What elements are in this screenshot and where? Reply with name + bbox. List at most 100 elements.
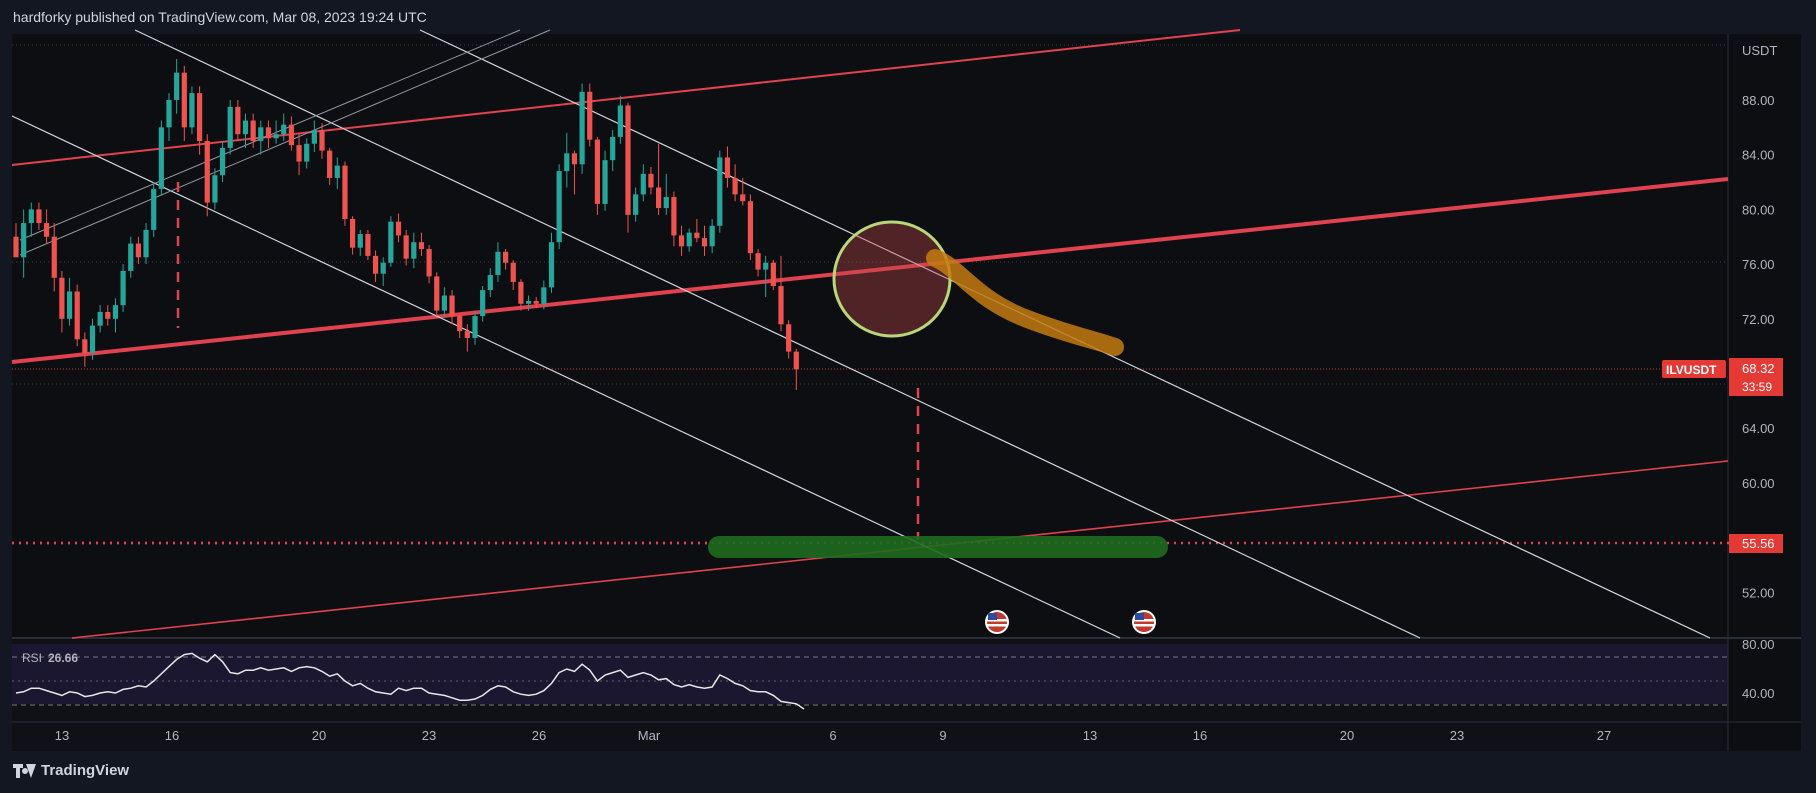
candle-body <box>372 255 379 274</box>
candle-body <box>204 141 210 203</box>
rsi-tick-label: 40.00 <box>1742 686 1775 701</box>
candle-body <box>503 251 509 263</box>
candle-body <box>594 139 600 204</box>
candle-body <box>793 351 799 370</box>
candle-body <box>426 249 432 277</box>
candle-body <box>457 316 463 332</box>
time-tick-label: 6 <box>829 728 836 743</box>
candle-body <box>633 194 639 215</box>
rsi-value: 26.66 <box>48 651 78 665</box>
candle-body <box>212 175 218 203</box>
us-flag-icon <box>1132 610 1156 634</box>
candle-body <box>342 165 348 219</box>
candle-body <box>181 72 187 128</box>
last-price-tag <box>1729 358 1783 396</box>
candle-body <box>441 295 447 311</box>
fan-line-2 <box>19 29 551 256</box>
candle-body <box>464 331 470 338</box>
price-tick-label: 72.00 <box>1742 312 1775 327</box>
candle-body <box>770 262 776 286</box>
time-tick-label: 27 <box>1597 728 1611 743</box>
price-tick-label: 64.00 <box>1742 421 1775 436</box>
candle-body <box>105 311 111 319</box>
candle-body <box>579 91 585 165</box>
currency-label: USDT <box>1742 43 1777 58</box>
price-tick-label: 60.00 <box>1742 476 1775 491</box>
tradingview-logo[interactable]: TradingView <box>13 762 129 779</box>
candle-body <box>143 229 149 258</box>
candle-body <box>510 262 516 282</box>
candle-body <box>350 218 356 248</box>
candle-body <box>13 236 19 258</box>
time-tick-label: 23 <box>1450 728 1464 743</box>
publish-info: hardforky published on TradingView.com, … <box>13 9 427 25</box>
candle-body <box>227 106 233 148</box>
projected-path <box>926 249 1124 356</box>
candle-body <box>59 277 65 319</box>
candle-body <box>250 120 256 142</box>
time-tick-label: 9 <box>939 728 946 743</box>
candle-body <box>128 243 134 271</box>
price-tick-label: 88.00 <box>1742 93 1775 108</box>
candle-body <box>525 301 532 304</box>
breakout-circle <box>832 220 952 338</box>
footer: TradingView <box>0 752 1816 793</box>
candle-body <box>602 160 608 204</box>
candle-body <box>640 173 646 195</box>
candle-body <box>51 236 57 278</box>
candle-body <box>296 145 302 162</box>
candle-body <box>571 153 578 165</box>
candle-body <box>694 232 700 239</box>
candle-body <box>487 275 493 291</box>
candle-body <box>786 324 792 352</box>
axes: 88.00 84.00 80.00 76.00 72.00 64.00 60.00 52.00… <box>55 43 1778 743</box>
candle-body <box>44 223 50 237</box>
tradingview-brand: TradingView <box>41 762 130 779</box>
candle-body <box>587 91 593 140</box>
candle-body <box>518 281 524 304</box>
candle-body <box>197 93 203 142</box>
candle-body <box>395 221 402 236</box>
time-tick-label: 13 <box>55 728 69 743</box>
rsi-pane: RSI 26.66 80.00 40.00 <box>12 637 1775 710</box>
candle-body <box>36 209 42 224</box>
candle-body <box>556 171 562 243</box>
candle-body <box>709 225 715 247</box>
time-tick-label: 20 <box>312 728 326 743</box>
target-zone <box>708 536 1168 558</box>
candle-body <box>112 305 119 319</box>
candle-body <box>763 262 769 270</box>
candle-body <box>449 295 455 317</box>
candle-body <box>617 105 623 137</box>
symbol-tag-label: ILVUSDT <box>1666 363 1717 377</box>
channel-line-upper <box>134 29 1421 639</box>
candle-body <box>74 291 80 340</box>
rsi-line <box>15 652 805 710</box>
candle-body <box>747 201 753 254</box>
candle-body <box>273 134 279 139</box>
candle-body <box>357 234 363 248</box>
candle-body <box>648 173 654 188</box>
upper-red-trendline <box>11 29 1241 166</box>
publish-header: hardforky published on TradingView.com, … <box>0 0 1816 34</box>
candle-body <box>288 124 294 146</box>
candle-body <box>434 276 440 311</box>
candles <box>13 58 799 390</box>
price-tick-label: 52.00 <box>1742 585 1775 600</box>
target-price-value: 55.56 <box>1742 536 1775 551</box>
candle-body <box>717 157 723 226</box>
candle-body <box>564 153 570 172</box>
time-tick-label: 26 <box>532 728 546 743</box>
candle-body <box>235 106 241 135</box>
candle-body <box>219 147 226 176</box>
target-price-tag <box>1729 534 1783 553</box>
rsi-label: RSI <box>22 651 42 665</box>
candle-body <box>480 290 486 317</box>
candle-body <box>242 120 249 135</box>
candle-body <box>755 253 761 270</box>
candle-body <box>304 143 310 162</box>
candle-body <box>66 291 73 319</box>
candle-body <box>311 130 317 144</box>
symbol-tag <box>1662 360 1726 378</box>
